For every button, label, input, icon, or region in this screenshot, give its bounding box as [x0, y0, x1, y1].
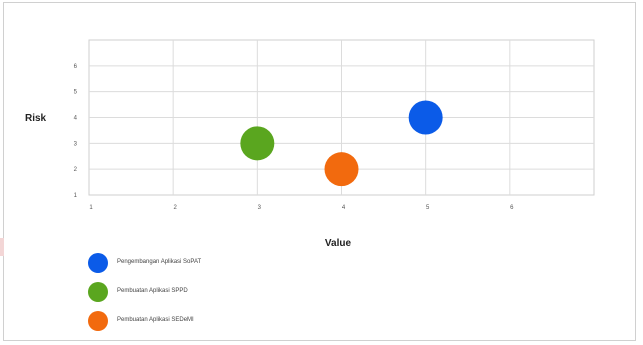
x-tick-labels: 1 2 3 4 5 6: [89, 205, 514, 211]
legend-marker-sppd: [88, 282, 108, 302]
data-points: [240, 100, 443, 187]
x-tick-label: 6: [510, 205, 514, 211]
x-tick-label: 5: [426, 205, 430, 211]
x-tick-label: 4: [342, 205, 346, 211]
chart-frame: [3, 2, 636, 341]
y-tick-label: 5: [74, 90, 78, 96]
y-tick-label: 4: [74, 116, 78, 122]
legend-label-sopat: Pengembangan Aplikasi SoPAT: [117, 259, 202, 265]
y-tick-label: 2: [74, 167, 78, 173]
y-tick-label: 1: [74, 193, 78, 199]
legend-marker-sopat: [88, 253, 108, 273]
legend-label-sppd: Pembuatan Aplikasi SPPD: [117, 288, 188, 294]
legend-label-sedemi: Pembuatan Aplikasi SEDeMI: [117, 317, 194, 323]
x-tick-label: 3: [258, 205, 262, 211]
y-tick-labels: 1 2 3 4 5 6: [74, 64, 78, 199]
left-edge-marker: [0, 238, 4, 256]
x-tick-label: 1: [89, 205, 93, 211]
y-tick-label: 3: [74, 141, 78, 147]
data-point-bubble: [408, 100, 443, 135]
legend-marker-sedemi: [88, 311, 108, 331]
data-point-bubble: [240, 126, 275, 161]
x-axis-title: Value: [325, 238, 352, 249]
y-axis-title: Risk: [25, 113, 47, 124]
y-tick-label: 6: [74, 64, 78, 70]
x-tick-label: 2: [173, 205, 177, 211]
data-point-bubble: [324, 152, 359, 187]
